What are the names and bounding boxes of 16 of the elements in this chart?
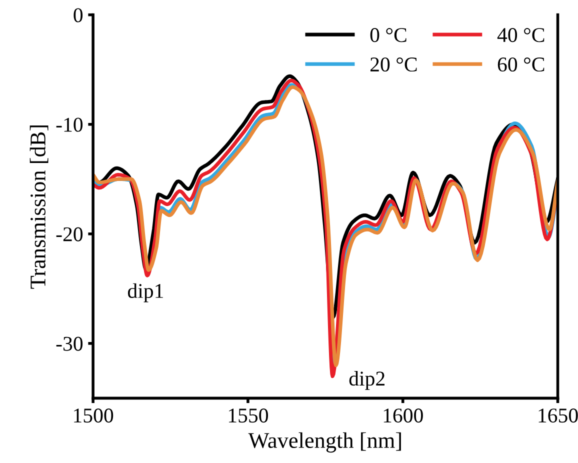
legend-label: 60 °C xyxy=(498,57,544,72)
annotation: dip2 xyxy=(349,370,384,390)
x-tick-label: 1550 xyxy=(228,408,268,423)
y-tick-label: -20 xyxy=(56,227,83,242)
y-axis-title: Transmission [dB] xyxy=(30,126,48,289)
y-tick-label: -30 xyxy=(56,336,83,351)
legend-label: 40 °C xyxy=(497,28,544,42)
x-tick-label: 1600 xyxy=(384,408,423,423)
x-tick-label: 1650 xyxy=(538,408,578,423)
x-axis-title: Wavelength [nm] xyxy=(248,432,401,453)
legend-label: 20 °C xyxy=(370,57,417,72)
y-tick-label: -10 xyxy=(56,118,83,132)
annotation: dip1 xyxy=(128,283,163,302)
x-tick-label: 1500 xyxy=(74,408,114,423)
y-tick-label: 0 xyxy=(74,8,83,22)
legend-label: 0 °C xyxy=(370,28,406,42)
